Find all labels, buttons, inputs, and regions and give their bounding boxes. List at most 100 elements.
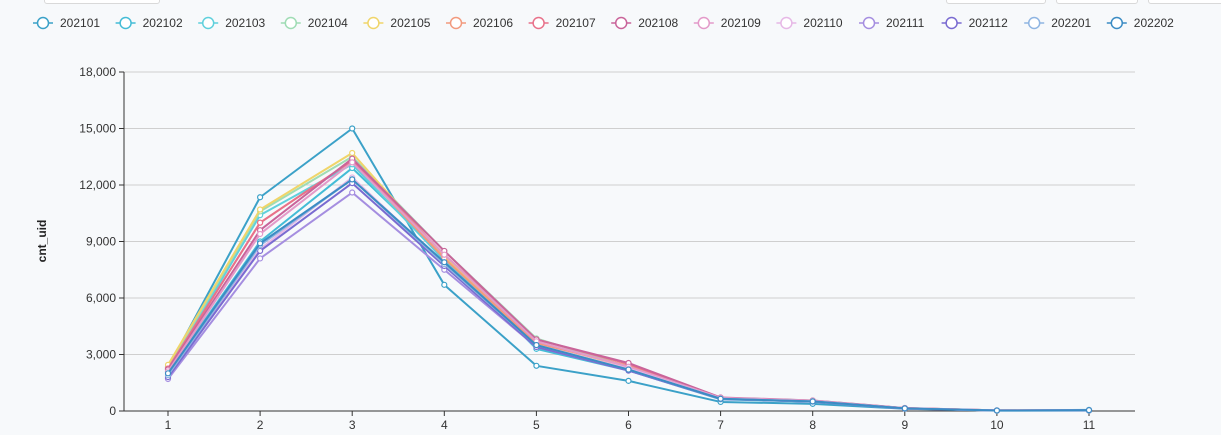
legend-marker (201, 16, 215, 30)
data-point (257, 230, 264, 238)
data-point (533, 362, 540, 369)
data-point (625, 366, 632, 373)
data-point (717, 395, 724, 402)
legend-label: 202107 (556, 16, 596, 30)
y-tick-label: 15,000 (79, 122, 116, 136)
legend-marker (284, 16, 298, 30)
legend-marker (1027, 16, 1041, 30)
data-point (349, 159, 356, 166)
legend-marker (532, 16, 545, 30)
series-line (167, 182, 1090, 412)
x-tick-label: 4 (441, 418, 448, 432)
legend-label: 202108 (638, 16, 678, 30)
legend-label: 202111 (886, 16, 925, 30)
legend-item[interactable]: 202109 (693, 16, 761, 30)
series-202102 (164, 164, 1093, 414)
data-point (349, 176, 356, 183)
series-202108 (164, 155, 1093, 414)
legend-marker (945, 16, 958, 30)
x-tick-label: 7 (717, 418, 724, 432)
legend-marker (697, 16, 711, 30)
data-point (257, 240, 264, 247)
chart-legend: 202101 202102 202103 202104 202105 202106 2021… (33, 16, 1174, 30)
axes: 0 3,000 6,000 9,000 12,000 15,000 18,000 1 2 3 4 5 6… (79, 65, 1135, 432)
series-202110 (164, 174, 1093, 414)
legend-marker (614, 16, 628, 30)
legend-label: 202101 (60, 16, 100, 30)
legend-item[interactable]: 202103 (198, 16, 266, 30)
data-point (257, 206, 264, 213)
toolbar-button[interactable] (44, 0, 160, 4)
legend-item[interactable]: 202107 (528, 16, 596, 30)
x-tick-label: 3 (349, 418, 356, 432)
legend-item[interactable]: 202201 (1024, 16, 1092, 30)
toolbar-button[interactable] (1056, 0, 1138, 4)
series-layer (164, 125, 1093, 414)
x-tick-label: 10 (990, 418, 1004, 432)
toolbar-button[interactable] (946, 0, 1046, 4)
data-point (441, 281, 448, 288)
legend-item[interactable]: 202111 (859, 16, 925, 30)
y-tick-label: 9,000 (86, 235, 116, 249)
legend-item[interactable]: 202104 (280, 16, 348, 30)
legend-label: 202104 (308, 16, 348, 30)
y-tick-label: 3,000 (86, 348, 116, 362)
legend-item[interactable]: 202102 (115, 16, 183, 30)
x-tick-label: 8 (809, 418, 816, 432)
legend-marker (36, 16, 50, 30)
legend-label: 202112 (969, 16, 1008, 30)
x-tick-label: 5 (533, 418, 540, 432)
legend-item[interactable]: 202108 (611, 16, 679, 30)
series-202202 (164, 176, 1093, 414)
data-point (257, 247, 264, 255)
x-tick-label: 9 (901, 418, 908, 432)
series-line (167, 167, 1090, 412)
legend-label: 202102 (143, 16, 183, 30)
y-tick-label: 6,000 (86, 291, 116, 305)
data-point (349, 125, 356, 132)
data-point (809, 398, 816, 405)
legend-item[interactable]: 202202 (1106, 16, 1174, 30)
data-point (1085, 407, 1093, 414)
legend-marker (119, 16, 132, 30)
data-point (441, 259, 448, 266)
legend-label: 202109 (721, 16, 761, 30)
legend-label: 202201 (1051, 16, 1091, 30)
legend-label: 202202 (1134, 16, 1174, 30)
legend-marker (449, 16, 463, 30)
data-point (441, 251, 448, 258)
x-tick-label: 2 (257, 418, 264, 432)
legend-marker (1110, 16, 1124, 30)
x-tick-label: 1 (165, 418, 172, 432)
y-tick-label: 12,000 (79, 178, 116, 192)
toolbar-button[interactable] (1148, 0, 1221, 4)
series-202109 (164, 159, 1093, 414)
grid-lines (124, 71, 1135, 355)
legend-label: 202103 (225, 16, 265, 30)
legend-item[interactable]: 202110 (776, 16, 843, 30)
y-axis-label: cnt_uid (35, 220, 49, 263)
x-tick-label: 6 (625, 418, 632, 432)
y-tick-label: 18,000 (79, 65, 116, 79)
legend-marker (862, 16, 876, 30)
legend-item[interactable]: 202106 (446, 16, 513, 30)
legend-marker (780, 16, 793, 30)
legend-label: 202106 (473, 16, 513, 30)
legend-item[interactable]: 202101 (33, 16, 100, 30)
data-point (164, 370, 172, 377)
legend-label: 202110 (803, 16, 842, 30)
legend-marker (367, 16, 380, 30)
legend-item[interactable]: 202112 (941, 16, 1008, 30)
x-tick-label: 11 (1083, 418, 1096, 432)
data-point (349, 189, 356, 196)
data-point (349, 149, 356, 157)
legend-label: 202105 (390, 16, 430, 30)
data-point (257, 255, 264, 262)
data-point (993, 407, 1001, 414)
legend-item[interactable]: 202105 (363, 16, 431, 30)
data-point (257, 219, 264, 226)
data-point (901, 405, 908, 412)
data-point (533, 341, 540, 349)
y-tick-label: 0 (109, 404, 116, 418)
